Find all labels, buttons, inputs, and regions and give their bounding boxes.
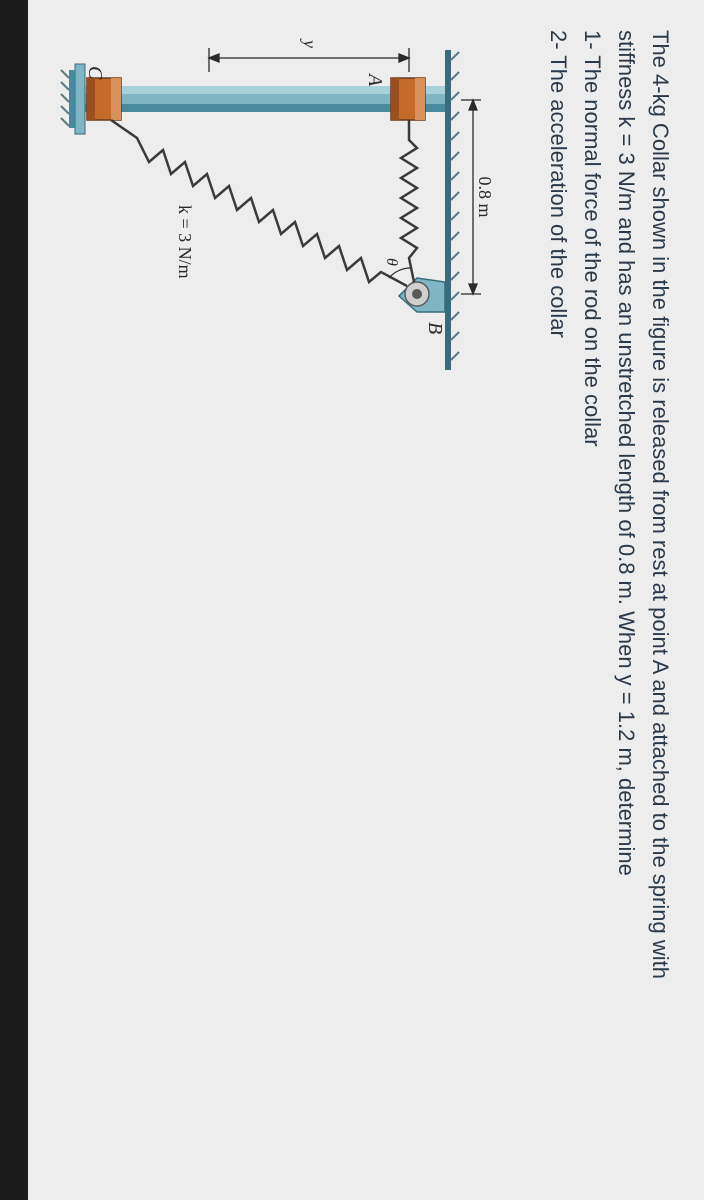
problem-q1: 1- The normal force of the rod on the co… [576,30,608,1170]
problem-q2: 2- The acceleration of the collar [542,30,574,1170]
problem-page: The 4-kg Collar shown in the figure is r… [0,0,704,1200]
collar-lower [87,78,121,120]
problem-text: The 4-kg Collar shown in the figure is r… [540,30,676,1170]
label-B: B [424,322,446,334]
pulley-B [399,278,445,312]
figure-svg: 0.8 m y θ A B C [59,30,509,390]
problem-line2: stiffness k = 3 N/m and has an unstretch… [610,30,642,1170]
top-hatch [451,52,459,360]
spring-diagonal [111,120,407,286]
label-A: A [364,72,386,87]
bottom-support [61,64,85,134]
collar-A [391,78,425,120]
mechanics-figure: 0.8 m y θ A B C [59,30,509,390]
angle-theta [389,268,411,278]
problem-line1: The 4-kg Collar shown in the figure is r… [644,30,676,1170]
label-k: k = 3 N/m [175,205,195,279]
dim-y [209,48,409,72]
y-label: y [300,38,320,48]
theta-label: θ [383,258,400,266]
dim-label: 0.8 m [475,176,495,217]
label-C: C [84,66,106,80]
bottom-dark-strip [0,0,28,1200]
spring-upper [401,120,417,282]
